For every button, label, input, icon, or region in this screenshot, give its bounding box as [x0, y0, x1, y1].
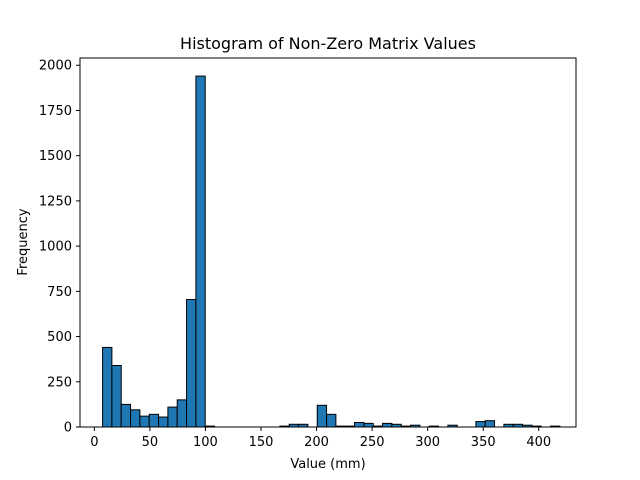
histogram-bar: [130, 409, 141, 428]
plot-frame: [79, 57, 577, 428]
y-tick-label: 750: [47, 285, 72, 300]
histogram-bar: [102, 346, 113, 428]
histogram-bar: [148, 413, 160, 428]
x-tick-label: 100: [193, 435, 218, 450]
x-tick-label: 150: [249, 435, 274, 450]
histogram-bar: [382, 422, 393, 428]
histogram-bar: [176, 399, 188, 428]
histogram-bar: [475, 421, 486, 428]
histogram-bar: [363, 422, 374, 428]
y-axis-ticks: 0 250 500 750 1000 1250 1500 1750 2000: [39, 59, 80, 436]
x-tick-label: 400: [526, 435, 551, 450]
x-tick-label: 0: [90, 435, 98, 450]
histogram-bar: [167, 406, 178, 428]
y-tick-label: 1000: [39, 240, 72, 255]
histogram-bar: [111, 365, 122, 428]
y-tick-label: 1750: [39, 104, 72, 119]
y-axis-label: Frequency: [16, 208, 31, 275]
x-tick-label: 200: [304, 435, 329, 450]
y-tick-label: 500: [47, 330, 72, 345]
y-tick-label: 1500: [39, 149, 72, 164]
x-axis-label: Value (mm): [290, 457, 365, 472]
y-tick-label: 2000: [39, 59, 72, 74]
histogram-bar: [186, 298, 197, 428]
x-axis-ticks: 0 50 100 150 200 250 300 350 400: [90, 427, 551, 450]
x-tick-label: 300: [415, 435, 440, 450]
y-tick-label: 1250: [39, 194, 72, 209]
histogram-bar: [316, 404, 328, 428]
histogram-bar: [139, 415, 150, 428]
y-tick-label: 250: [47, 375, 72, 390]
chart-title: Histogram of Non-Zero Matrix Values: [180, 34, 476, 53]
x-tick-label: 350: [471, 435, 496, 450]
histogram-bar: [158, 416, 169, 428]
histogram-bar: [484, 420, 496, 428]
histogram-bar: [354, 421, 365, 428]
histogram-bar: [326, 413, 337, 428]
histogram-bar: [120, 403, 132, 428]
x-tick-label: 250: [360, 435, 385, 450]
x-tick-label: 50: [142, 435, 159, 450]
histogram-bar: [195, 75, 206, 428]
y-tick-label: 0: [64, 421, 72, 436]
